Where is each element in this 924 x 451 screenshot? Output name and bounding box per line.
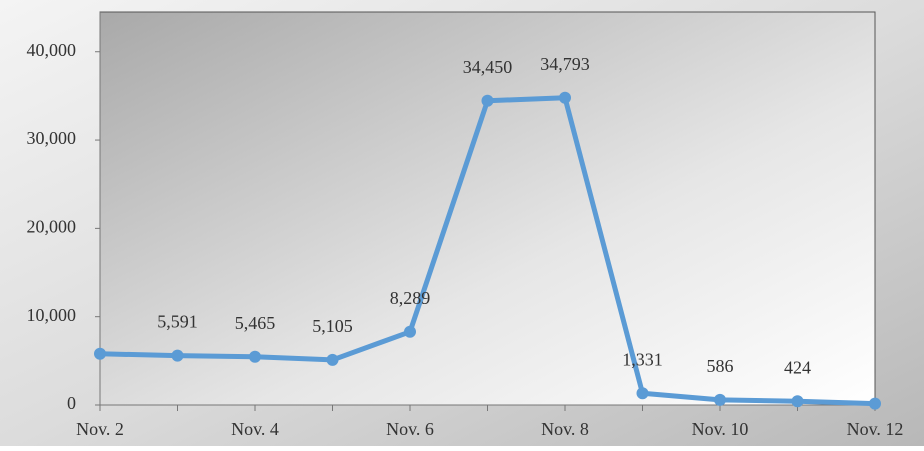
marker bbox=[714, 393, 726, 406]
data-label: 5,105 bbox=[312, 316, 353, 336]
data-label: 1,331 bbox=[622, 349, 663, 369]
y-tick-label: 10,000 bbox=[27, 305, 77, 325]
x-tick-label: Nov. 12 bbox=[847, 419, 904, 439]
x-tick-label: Nov. 6 bbox=[386, 419, 434, 439]
y-tick-label: 0 bbox=[67, 393, 76, 413]
marker bbox=[559, 91, 571, 104]
x-tick-label: Nov. 2 bbox=[76, 419, 124, 439]
y-tick-label: 40,000 bbox=[27, 40, 77, 60]
data-label: 8,289 bbox=[390, 288, 431, 308]
data-label: 424 bbox=[784, 357, 811, 377]
marker bbox=[791, 395, 804, 408]
marker bbox=[404, 325, 416, 338]
plot-area bbox=[99, 11, 876, 406]
y-tick-label: 30,000 bbox=[27, 128, 77, 148]
data-label: 34,793 bbox=[540, 54, 590, 74]
marker bbox=[869, 397, 881, 410]
marker bbox=[481, 94, 494, 107]
data-label: 34,450 bbox=[463, 57, 513, 77]
marker bbox=[326, 353, 339, 366]
x-tick-label: Nov. 10 bbox=[692, 419, 749, 439]
data-label: 586 bbox=[707, 356, 734, 376]
marker bbox=[171, 349, 184, 362]
data-label: 5,465 bbox=[235, 313, 276, 333]
data-label: 5,591 bbox=[157, 312, 198, 332]
x-tick-label: Nov. 8 bbox=[541, 419, 589, 439]
marker bbox=[636, 387, 649, 400]
marker bbox=[94, 347, 106, 360]
marker bbox=[249, 350, 261, 363]
y-tick-label: 20,000 bbox=[27, 216, 77, 236]
x-tick-label: Nov. 4 bbox=[231, 419, 279, 439]
